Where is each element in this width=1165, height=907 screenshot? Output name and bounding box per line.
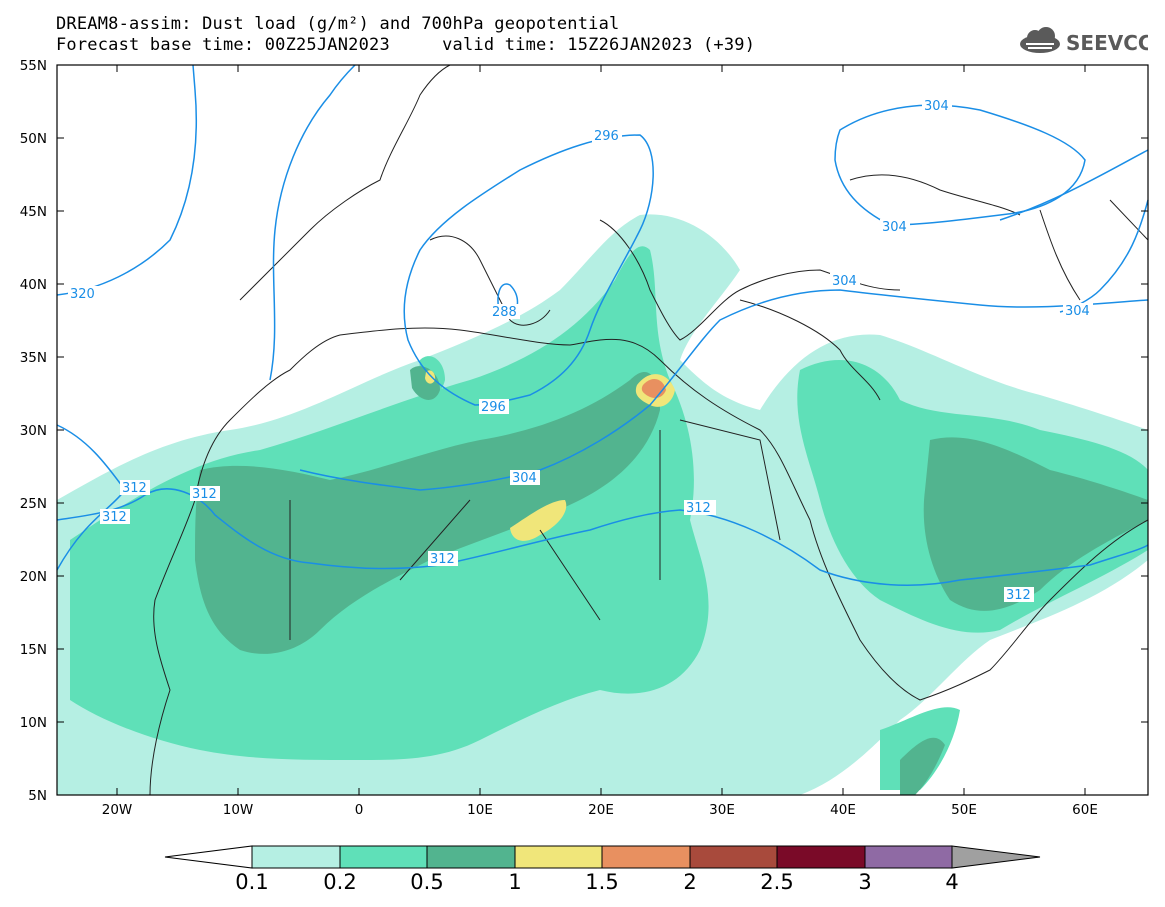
contour-label: 320 [70, 287, 95, 302]
lon-label: 20W [102, 802, 133, 818]
colorbar-label: 0.5 [410, 870, 444, 894]
lat-label: 50N [20, 131, 47, 147]
colorbar-bin [251, 845, 341, 869]
lon-label: 60E [1072, 802, 1098, 818]
lat-label: 10N [20, 715, 47, 731]
colorbar-label: 2.5 [760, 870, 794, 894]
dust-field-dark [195, 366, 1148, 795]
latitude-labels: 55N 50N 45N 40N 35N 30N 25N 20N 15N 10N … [20, 58, 47, 804]
colorbar-bin [776, 845, 866, 869]
colorbar-label: 1.5 [585, 870, 619, 894]
contour-label: 312 [430, 552, 455, 567]
contour-label: 296 [481, 400, 506, 415]
contour-label: 312 [1006, 588, 1031, 603]
contour-label: 304 [924, 99, 949, 114]
contour-label: 296 [594, 129, 619, 144]
map-title: DREAM8-assim: Dust load (g/m²) and 700hP… [56, 14, 620, 34]
colorbar-bin [689, 845, 778, 869]
contour-label: 312 [686, 501, 711, 516]
contour-label: 312 [122, 481, 147, 496]
lat-label: 35N [20, 350, 47, 366]
longitude-labels: 20W 10W 0 10E 20E 30E 40E 50E 60E [102, 802, 1098, 818]
lon-label: 10E [467, 802, 493, 818]
lon-label: 40E [830, 802, 856, 818]
seevccc-logo: SEEVCCC [1020, 27, 1148, 55]
longitude-axis [116, 65, 1086, 795]
lat-label: 20N [20, 569, 47, 585]
colorbar-bin [514, 845, 603, 869]
lat-label: 45N [20, 204, 47, 220]
geopotential-contours [56, 64, 1149, 586]
colorbar-bin [601, 845, 691, 869]
lon-label: 50E [951, 802, 977, 818]
lon-label: 30E [709, 802, 735, 818]
contour-labels: 320 312 312 312 312 312 312 304 304 304 … [68, 98, 1093, 603]
colorbar-max-arrow [951, 845, 1041, 869]
contour-label: 288 [492, 305, 517, 320]
contour-304-west [269, 64, 356, 381]
lat-label: 5N [28, 788, 47, 804]
contour-label: 304 [832, 274, 857, 289]
contour-label: 304 [882, 220, 907, 235]
colorbar-label: 0.1 [235, 870, 269, 894]
colorbar [164, 845, 1041, 869]
contour-312 [56, 488, 1149, 586]
contour-320 [56, 64, 198, 296]
colorbar-label: 4 [945, 870, 959, 894]
colorbar-bin [426, 845, 516, 869]
dust-field-high [425, 370, 675, 541]
lon-label: 20E [588, 802, 614, 818]
lat-label: 40N [20, 277, 47, 293]
latitude-axis [57, 64, 1148, 723]
colorbar-bin [339, 845, 428, 869]
lat-label: 30N [20, 423, 47, 439]
lat-label: 15N [20, 642, 47, 658]
lon-label: 10W [223, 802, 254, 818]
contour-304 [299, 289, 1149, 491]
contour-label: 312 [192, 487, 217, 502]
lat-label: 55N [20, 58, 47, 74]
contour-296 [403, 134, 654, 406]
lat-label: 25N [20, 496, 47, 512]
lon-label: 0 [355, 802, 364, 818]
cloud-icon [1020, 27, 1060, 53]
colorbar-label: 0.2 [323, 870, 357, 894]
contour-label: 312 [102, 510, 127, 525]
logo-text: SEEVCCC [1066, 31, 1148, 55]
contour-label: 304 [1065, 304, 1090, 319]
colorbar-bin [864, 845, 953, 869]
colorbar-label: 1 [508, 870, 522, 894]
forecast-time-line: Forecast base time: 00Z25JAN2023 valid t… [56, 35, 756, 55]
contour-304-ne [999, 149, 1149, 221]
colorbar-label: 2 [683, 870, 697, 894]
colorbar-min-arrow [164, 845, 253, 869]
colorbar-label: 3 [858, 870, 872, 894]
contour-label: 304 [512, 471, 537, 486]
